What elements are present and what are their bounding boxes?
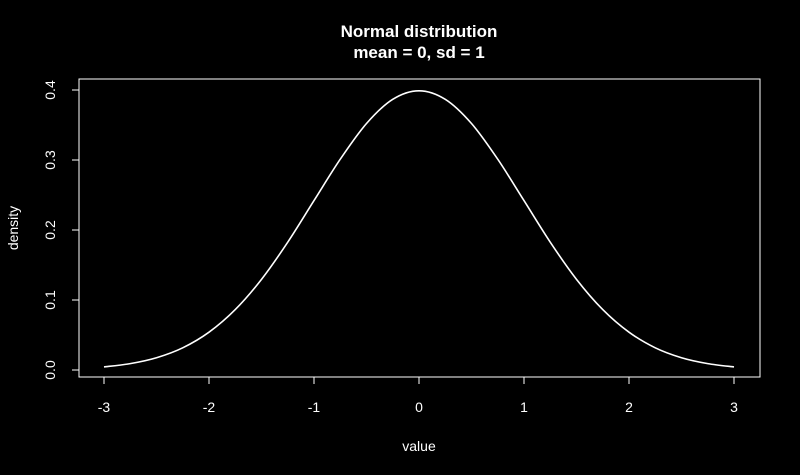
- plot-frame: [78, 78, 761, 378]
- chart-subtitle: mean = 0, sd = 1: [353, 43, 484, 62]
- x-tick-label: -1: [308, 399, 321, 415]
- x-tick-label: -2: [203, 399, 216, 415]
- y-tick-label: 0.0: [42, 360, 58, 380]
- x-tick-label: -3: [98, 399, 111, 415]
- y-tick-label: 0.3: [42, 150, 58, 170]
- x-axis-label: value: [402, 438, 436, 454]
- y-tick-label: 0.2: [42, 220, 58, 240]
- x-tick-label: 0: [415, 399, 423, 415]
- chart-title: Normal distribution: [341, 22, 498, 41]
- series-layer: [103, 89, 735, 368]
- density-curve: [103, 89, 735, 368]
- x-tick-label: 3: [730, 399, 738, 415]
- x-axis: -3 -2 -1 0 1 2 3: [98, 376, 738, 415]
- x-tick-label: 2: [625, 399, 633, 415]
- y-axis: 0.0 0.1 0.2 0.3 0.4: [42, 80, 80, 380]
- y-axis-label: density: [5, 206, 21, 250]
- x-tick-label: 1: [520, 399, 528, 415]
- y-tick-label: 0.4: [42, 80, 58, 100]
- y-tick-label: 0.1: [42, 290, 58, 310]
